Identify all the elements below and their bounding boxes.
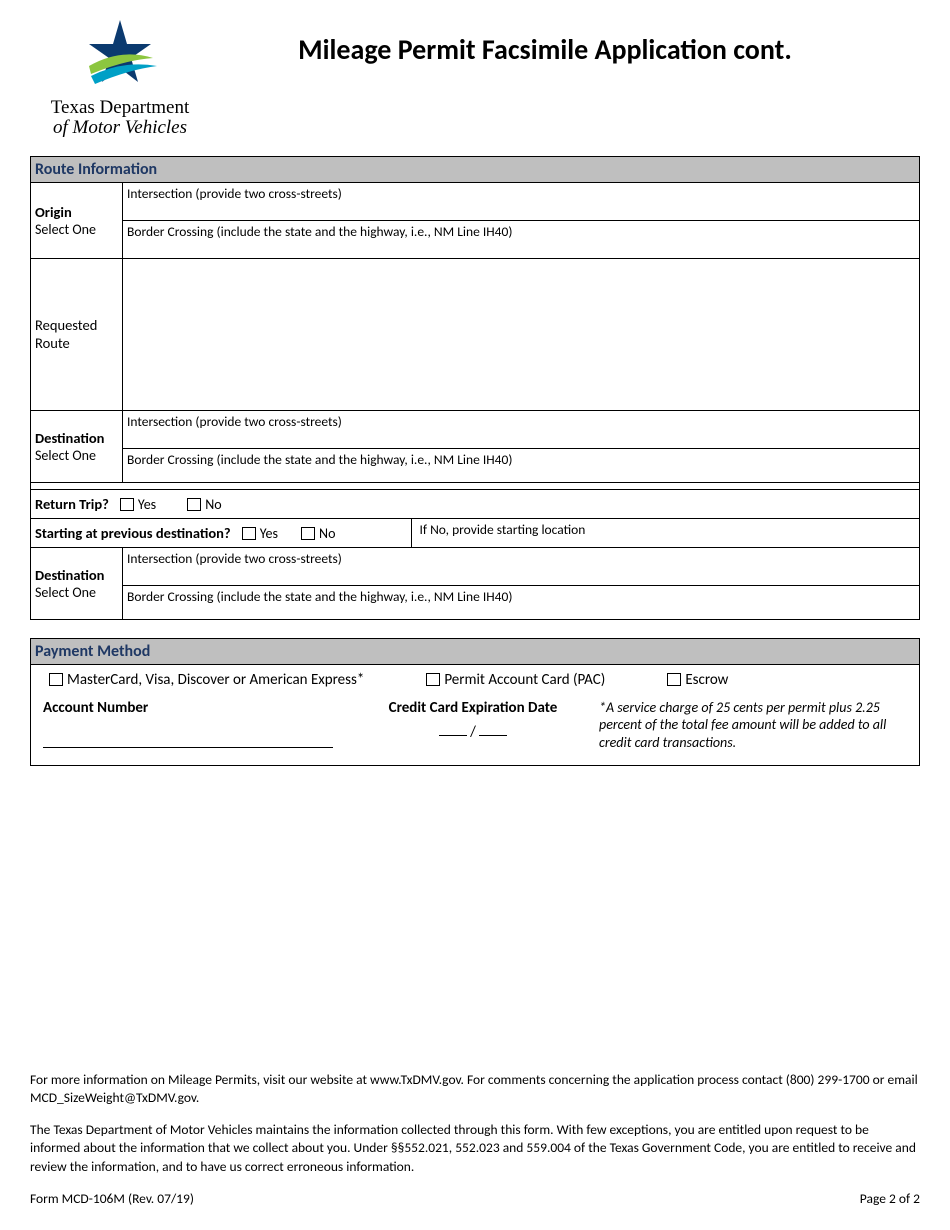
txdmv-logo-icon xyxy=(75,18,165,94)
account-number-col: Account Number xyxy=(43,699,363,748)
destination2-border-hint: Border Crossing (include the state and t… xyxy=(127,588,512,605)
footer-info-p2: The Texas Department of Motor Vehicles m… xyxy=(30,1121,920,1176)
destination1-border-hint: Border Crossing (include the state and t… xyxy=(127,451,512,468)
cc-expiration-col: Credit Card Expiration Date / xyxy=(363,699,583,741)
return-no-label: No xyxy=(205,496,221,513)
cc-fee-note: *A service charge of 25 cents per permit… xyxy=(583,699,907,752)
cc-expiration-input[interactable]: / xyxy=(363,723,583,741)
destination2-label: Destination xyxy=(35,566,104,584)
destination2-border-cell[interactable]: Border Crossing (include the state and t… xyxy=(123,585,920,619)
destination1-selectone: Select One xyxy=(35,447,118,464)
origin-border-hint: Border Crossing (include the state and t… xyxy=(127,223,512,240)
payment-table: Payment Method MasterCard, Visa, Discove… xyxy=(30,638,920,767)
starting-no-checkbox[interactable] xyxy=(301,527,315,540)
pay-pac-label: Permit Account Card (PAC) xyxy=(444,671,605,689)
destination2-intersection-cell[interactable]: Intersection (provide two cross-streets) xyxy=(123,547,920,585)
return-trip-row: Return Trip? Yes No xyxy=(31,489,920,518)
requested-route-label-cell: Requested Route xyxy=(31,258,123,410)
origin-intersection-hint: Intersection (provide two cross-streets) xyxy=(127,185,342,202)
starting-yes-label: Yes xyxy=(260,525,278,542)
requested-route-label: Requested Route xyxy=(35,316,97,352)
form-id: Form MCD-106M (Rev. 07/19) xyxy=(30,1190,194,1208)
destination2-intersection-hint: Intersection (provide two cross-streets) xyxy=(127,550,342,567)
starting-row: Starting at previous destination? Yes No… xyxy=(31,518,920,547)
origin-border-cell[interactable]: Border Crossing (include the state and t… xyxy=(123,220,920,258)
payment-fields-row: Account Number Credit Card Expiration Da… xyxy=(31,695,920,766)
pay-cc-checkbox[interactable] xyxy=(49,673,63,686)
logo-block: Texas Department of Motor Vehicles xyxy=(30,18,210,138)
origin-selectone: Select One xyxy=(35,221,118,238)
payment-section-header: Payment Method xyxy=(31,638,920,664)
logo-text-line1: Texas Department xyxy=(30,98,210,118)
starting-no-label: No xyxy=(319,525,335,542)
logo-text-line2: of Motor Vehicles xyxy=(30,118,210,138)
destination2-label-cell: Destination Select One xyxy=(31,547,123,619)
destination1-intersection-cell[interactable]: Intersection (provide two cross-streets) xyxy=(123,410,920,448)
footer-block: For more information on Mileage Permits,… xyxy=(30,1071,920,1208)
pay-cc-label: MasterCard, Visa, Discover or American E… xyxy=(67,671,364,689)
header: Texas Department of Motor Vehicles Milea… xyxy=(30,18,920,138)
pay-escrow-label: Escrow xyxy=(685,671,728,689)
return-yes-checkbox[interactable] xyxy=(120,498,134,511)
origin-label: Origin xyxy=(35,203,72,221)
footer-info-p1: For more information on Mileage Permits,… xyxy=(30,1071,920,1107)
return-trip-label: Return Trip? xyxy=(35,495,109,513)
page-title: Mileage Permit Facsimile Application con… xyxy=(210,18,920,67)
requested-route-cell[interactable] xyxy=(123,258,920,410)
origin-intersection-cell[interactable]: Intersection (provide two cross-streets) xyxy=(123,182,920,220)
route-info-table: Route Information Origin Select One Inte… xyxy=(30,156,920,620)
spacer xyxy=(31,482,920,489)
destination2-selectone: Select One xyxy=(35,584,118,601)
return-yes-label: Yes xyxy=(138,496,156,513)
destination1-label-cell: Destination Select One xyxy=(31,410,123,482)
starting-left-cell: Starting at previous destination? Yes No xyxy=(31,519,411,547)
destination1-label: Destination xyxy=(35,429,104,447)
cc-expiration-label: Credit Card Expiration Date xyxy=(363,699,583,717)
pay-escrow-checkbox[interactable] xyxy=(667,673,681,686)
starting-ifno-cell[interactable]: If No, provide starting location xyxy=(411,519,919,547)
origin-label-cell: Origin Select One xyxy=(31,182,123,258)
account-number-label: Account Number xyxy=(43,699,363,717)
starting-yes-checkbox[interactable] xyxy=(242,527,256,540)
pay-pac-checkbox[interactable] xyxy=(426,673,440,686)
starting-ifno-hint: If No, provide starting location xyxy=(420,521,586,538)
route-section-header: Route Information xyxy=(31,156,920,182)
return-no-checkbox[interactable] xyxy=(187,498,201,511)
payment-options-row: MasterCard, Visa, Discover or American E… xyxy=(31,664,920,695)
account-number-input-line[interactable] xyxy=(43,747,333,748)
page-number: Page 2 of 2 xyxy=(860,1190,920,1208)
destination1-border-cell[interactable]: Border Crossing (include the state and t… xyxy=(123,448,920,482)
starting-label: Starting at previous destination? xyxy=(35,524,231,542)
destination1-intersection-hint: Intersection (provide two cross-streets) xyxy=(127,413,342,430)
